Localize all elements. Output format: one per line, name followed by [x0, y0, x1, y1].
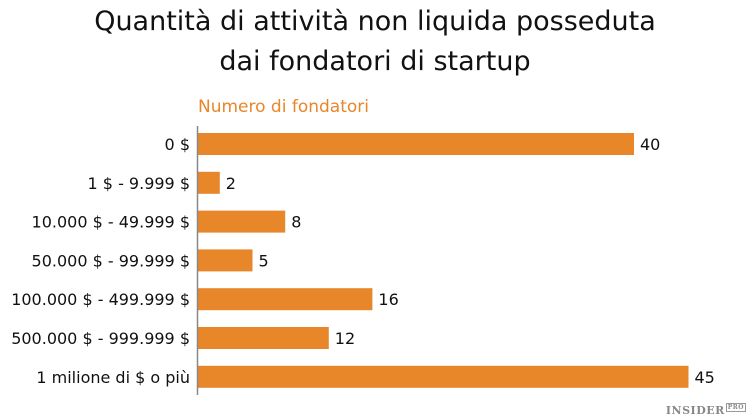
bar: [198, 288, 373, 311]
bar: [198, 327, 329, 349]
data-label: 12: [335, 329, 355, 348]
category-label: 1 milione di $ o più: [36, 368, 190, 387]
category-label: 10.000 $ - 49.999 $: [32, 213, 190, 232]
insider-pro-logo: INSIDER PRO: [665, 403, 746, 417]
chart-title-line-2: dai fondatori di startup: [219, 46, 531, 77]
logo-suffix: PRO: [725, 403, 746, 412]
bar: [198, 133, 634, 155]
chart-title: Quantità di attività non liquida possedu…: [0, 2, 750, 82]
category-label: 500.000 $ - 999.999 $: [11, 329, 190, 348]
category-label: 50.000 $ - 99.999 $: [32, 251, 190, 270]
bar: [198, 171, 220, 194]
chart-title-line-1: Quantità di attività non liquida possedu…: [94, 6, 656, 37]
data-label: 2: [226, 174, 236, 193]
data-label: 5: [259, 251, 269, 270]
category-label: 100.000 $ - 499.999 $: [11, 290, 190, 309]
logo-text: INSIDER: [665, 404, 725, 417]
category-label: 0 $: [165, 135, 190, 154]
data-label: 40: [640, 135, 660, 154]
data-label: 8: [291, 213, 301, 232]
data-label: 16: [378, 290, 398, 309]
bar: [198, 249, 253, 272]
bar: [198, 210, 286, 233]
bar: [198, 365, 689, 388]
data-label: 45: [695, 368, 715, 387]
series-label: Numero di fondatori: [198, 97, 369, 117]
category-label: 1 $ - 9.999 $: [88, 174, 190, 193]
